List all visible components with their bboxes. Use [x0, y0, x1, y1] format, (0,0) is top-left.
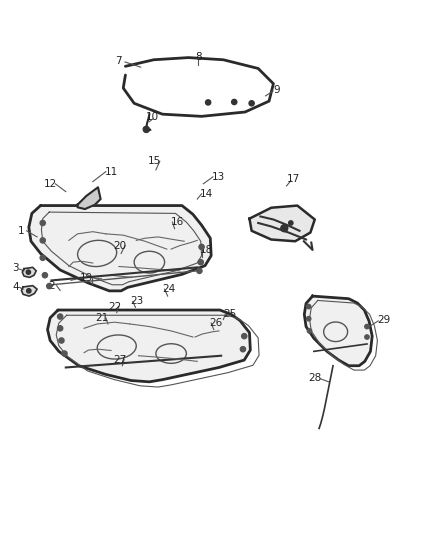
Text: 1: 1	[18, 226, 25, 236]
Circle shape	[365, 325, 369, 329]
Circle shape	[57, 314, 63, 319]
Circle shape	[27, 289, 31, 293]
Text: 7: 7	[116, 56, 122, 66]
Circle shape	[57, 326, 63, 331]
Circle shape	[40, 255, 46, 261]
Circle shape	[307, 317, 311, 321]
Circle shape	[365, 335, 369, 339]
Text: 17: 17	[287, 174, 300, 183]
Circle shape	[307, 304, 311, 309]
Circle shape	[40, 220, 46, 225]
Circle shape	[289, 221, 293, 225]
Text: 12: 12	[43, 179, 57, 189]
Text: 14: 14	[200, 189, 213, 199]
Circle shape	[59, 338, 64, 343]
Text: 16: 16	[171, 217, 184, 227]
Circle shape	[242, 334, 247, 339]
Polygon shape	[250, 206, 315, 241]
Circle shape	[143, 126, 149, 133]
Text: 27: 27	[113, 354, 127, 365]
Circle shape	[307, 329, 312, 333]
Circle shape	[42, 272, 47, 278]
Text: 8: 8	[195, 52, 201, 62]
Text: 13: 13	[212, 172, 225, 182]
Text: 23: 23	[131, 296, 144, 306]
Polygon shape	[21, 286, 37, 296]
Text: 24: 24	[162, 284, 176, 294]
Text: 18: 18	[200, 245, 213, 255]
Polygon shape	[22, 268, 36, 277]
Text: 28: 28	[308, 373, 321, 383]
Polygon shape	[78, 187, 101, 209]
Circle shape	[249, 101, 254, 106]
Circle shape	[197, 268, 202, 273]
Circle shape	[240, 346, 246, 352]
Circle shape	[232, 99, 237, 104]
Polygon shape	[29, 206, 211, 291]
Text: 10: 10	[146, 112, 159, 122]
Polygon shape	[47, 310, 251, 382]
Circle shape	[205, 100, 211, 105]
Text: 21: 21	[95, 313, 108, 323]
Text: 20: 20	[113, 240, 126, 251]
Circle shape	[199, 244, 204, 249]
Circle shape	[26, 270, 31, 274]
Circle shape	[47, 284, 52, 289]
Text: 9: 9	[274, 85, 280, 95]
Text: 19: 19	[80, 273, 93, 283]
Text: 15: 15	[148, 156, 161, 166]
Text: 26: 26	[209, 318, 222, 328]
Text: 25: 25	[223, 309, 237, 319]
Circle shape	[281, 225, 288, 232]
Text: 4: 4	[12, 282, 19, 293]
Text: 11: 11	[104, 167, 118, 176]
Text: 22: 22	[108, 302, 121, 312]
Circle shape	[62, 351, 67, 356]
Text: 2: 2	[48, 281, 55, 290]
Circle shape	[40, 238, 46, 243]
Text: 29: 29	[377, 314, 390, 325]
Circle shape	[198, 260, 203, 265]
Polygon shape	[304, 296, 372, 366]
Text: 3: 3	[12, 263, 19, 273]
